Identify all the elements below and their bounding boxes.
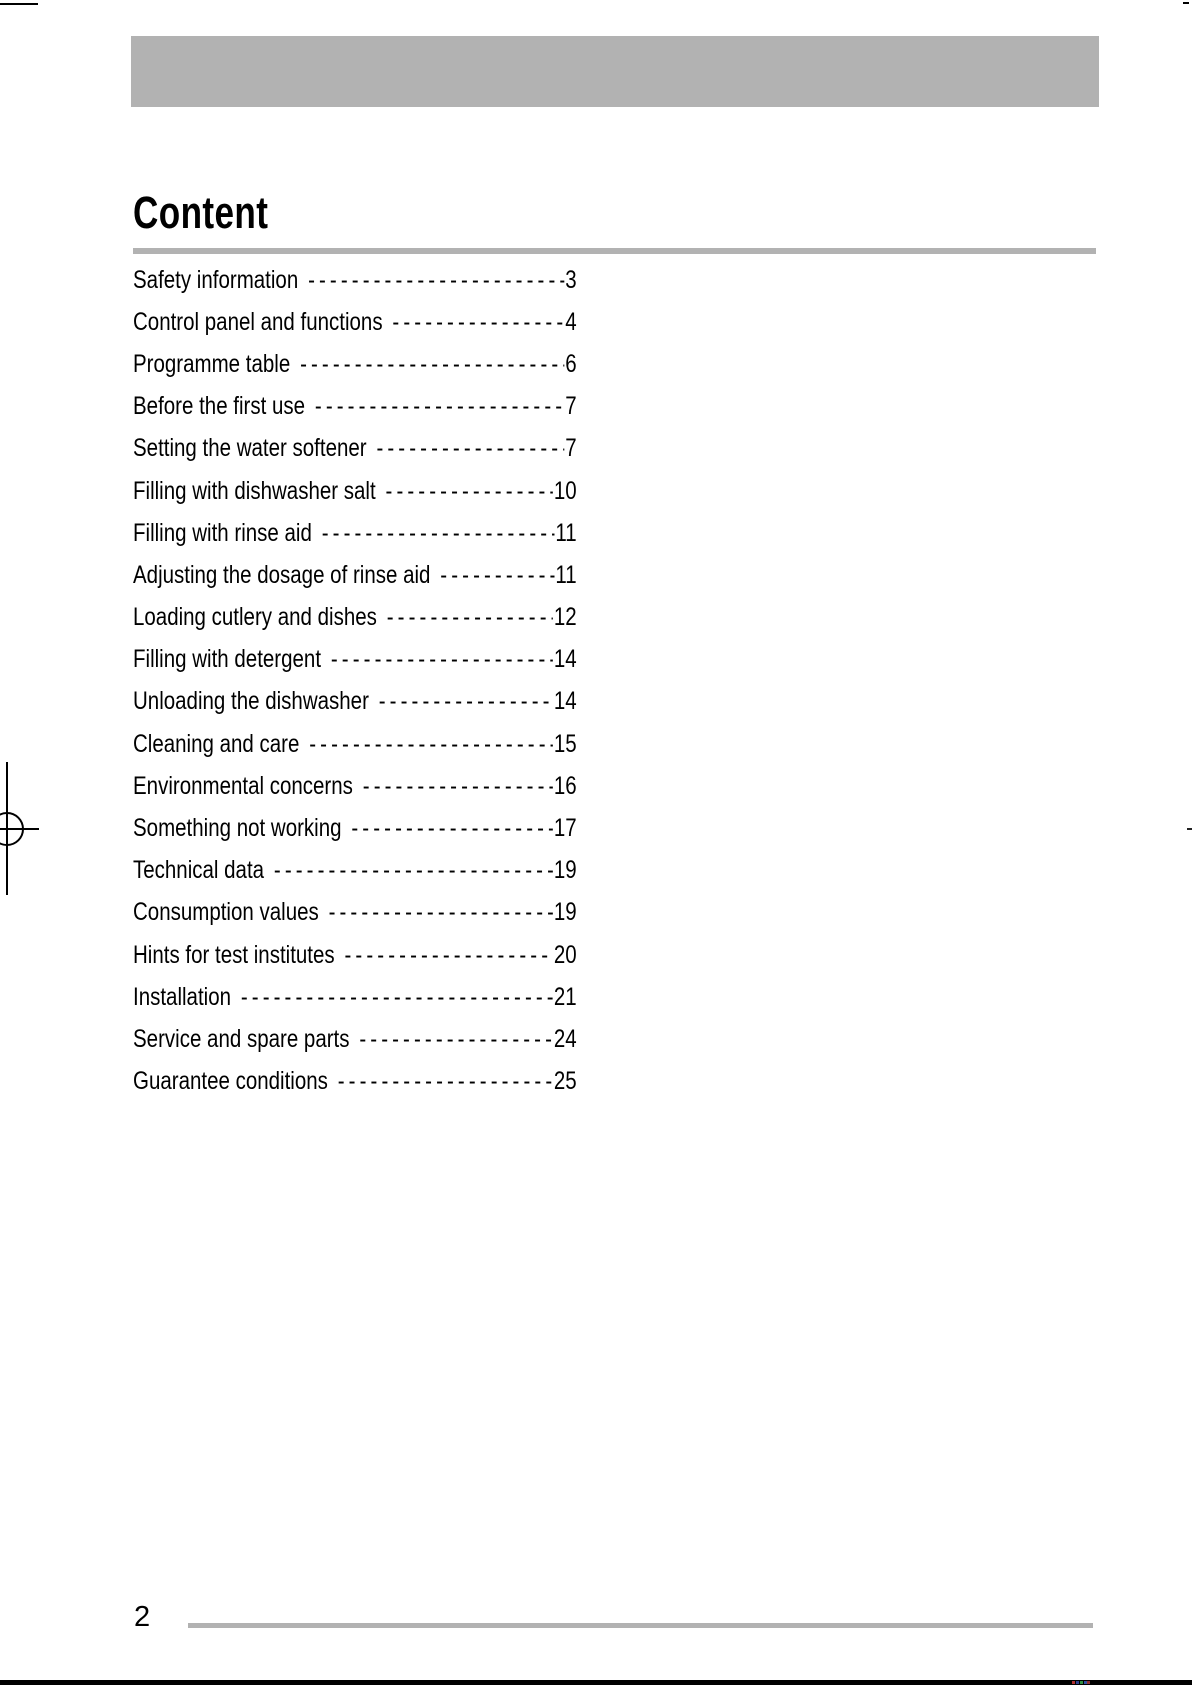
toc-entry-leader: ----------------------------------------…	[344, 940, 553, 969]
toc-entry-label: Environmental concerns	[133, 771, 353, 800]
toc-entry-page: 24	[553, 1024, 577, 1053]
color-calibration-dot	[1084, 1681, 1087, 1684]
registration-circle	[0, 812, 24, 846]
toc-row: Loading cutlery and dishes -------------…	[133, 597, 577, 639]
toc-entry-leader: ----------------------------------------…	[300, 349, 564, 378]
toc-entry-leader: ----------------------------------------…	[376, 434, 564, 463]
toc-entry-label: Safety information	[133, 265, 299, 294]
toc-row: Service and spare parts ----------------…	[133, 1018, 577, 1060]
toc-entry-leader: ----------------------------------------…	[378, 687, 553, 716]
toc-row: Filling with detergent -----------------…	[133, 639, 577, 681]
toc-entry-page: 19	[553, 856, 577, 885]
toc-entry-label: Installation	[133, 982, 232, 1011]
toc-entry-leader: ----------------------------------------…	[440, 560, 554, 589]
toc-entry-label: Before the first use	[133, 392, 306, 421]
toc-row: Something not working ------------------…	[133, 807, 577, 849]
toc-row: Environmental concerns -----------------…	[133, 765, 577, 807]
toc-entry-page: 15	[553, 729, 577, 758]
toc-entry-label: Technical data	[133, 856, 265, 885]
toc-entry-page: 7	[565, 434, 577, 463]
toc-row: Guarantee conditions -------------------…	[133, 1061, 577, 1103]
toc-entry-label: Filling with dishwasher salt	[133, 476, 376, 505]
toc-entry-label: Programme table	[133, 349, 291, 378]
color-calibration-dot	[1076, 1681, 1079, 1684]
toc-entry-leader: ----------------------------------------…	[351, 814, 553, 843]
toc-entry-page: 14	[553, 687, 577, 716]
toc-entry-page: 19	[553, 898, 577, 927]
toc-entry-page: 4	[565, 307, 577, 336]
toc-entry-leader: ----------------------------------------…	[308, 265, 564, 294]
toc-entry-label: Filling with rinse aid	[133, 518, 312, 547]
toc-entry-page: 11	[555, 560, 577, 589]
toc-entry-page: 7	[565, 392, 577, 421]
toc-entry-leader: ----------------------------------------…	[273, 856, 553, 885]
toc-entry-label: Hints for test institutes	[133, 940, 335, 969]
toc-entry-leader: ----------------------------------------…	[321, 518, 555, 547]
page-title: Content	[133, 187, 269, 238]
toc-entry-label: Control panel and functions	[133, 307, 383, 336]
title-rule	[133, 248, 1096, 254]
toc-entry-label: Service and spare parts	[133, 1024, 350, 1053]
toc-entry-label: Cleaning and care	[133, 729, 300, 758]
toc-entry-label: Loading cutlery and dishes	[133, 603, 377, 632]
page-number: 2	[134, 1601, 151, 1633]
toc-entry-page: 21	[553, 982, 577, 1011]
toc-entry-label: Adjusting the dosage of rinse aid	[133, 560, 431, 589]
toc-entry-leader: ----------------------------------------…	[385, 476, 553, 505]
toc-entry-page: 10	[553, 476, 577, 505]
toc-row: Safety information ---------------------…	[133, 259, 577, 301]
toc-row: Filling with rinse aid -----------------…	[133, 512, 577, 554]
toc-entry-leader: ----------------------------------------…	[330, 645, 553, 674]
toc-entry-label: Consumption values	[133, 898, 319, 927]
toc-row: Hints for test institutes --------------…	[133, 934, 577, 976]
crop-mark-top-right	[1183, 2, 1189, 4]
toc-row: Adjusting the dosage of rinse aid ------…	[133, 554, 577, 596]
toc-entry-leader: ----------------------------------------…	[328, 898, 553, 927]
color-calibration-dot	[1080, 1681, 1083, 1684]
footer-rule	[188, 1623, 1093, 1628]
toc-entry-leader: ----------------------------------------…	[362, 771, 553, 800]
edge-tick-right	[1187, 828, 1192, 830]
toc-entry-leader: ----------------------------------------…	[386, 603, 553, 632]
toc-entry-label: Unloading the dishwasher	[133, 687, 369, 716]
toc-row: Programme table ------------------------…	[133, 343, 577, 385]
toc-row: Filling with dishwasher salt -----------…	[133, 470, 577, 512]
toc-row: Setting the water softener -------------…	[133, 428, 577, 470]
toc-entry-page: 16	[553, 771, 577, 800]
registration-mark	[0, 760, 40, 900]
toc-entry-page: 3	[565, 265, 577, 294]
toc-row: Unloading the dishwasher ---------------…	[133, 681, 577, 723]
toc-entry-label: Setting the water softener	[133, 434, 367, 463]
toc-entry-label: Guarantee conditions	[133, 1067, 328, 1096]
toc-entry-leader: ----------------------------------------…	[392, 307, 564, 336]
crop-mark-top-left	[0, 3, 38, 5]
toc-entry-page: 12	[553, 603, 577, 632]
toc-row: Before the first use -------------------…	[133, 386, 577, 428]
toc-entry-leader: ----------------------------------------…	[314, 392, 564, 421]
toc-entry-label: Something not working	[133, 814, 342, 843]
color-calibration-dot	[1072, 1681, 1075, 1684]
toc-entry-page: 6	[565, 349, 577, 378]
toc-row: Control panel and functions ------------…	[133, 301, 577, 343]
color-calibration-dot	[1087, 1681, 1090, 1684]
toc-entry-leader: ----------------------------------------…	[309, 729, 553, 758]
bottom-edge-strip	[0, 1680, 1192, 1685]
toc-entry-page: 20	[553, 940, 577, 969]
toc-entry-page: 11	[555, 518, 577, 547]
toc-entry-leader: ----------------------------------------…	[240, 982, 553, 1011]
table-of-contents: Safety information ---------------------…	[133, 259, 577, 1103]
toc-entry-leader: ----------------------------------------…	[359, 1024, 553, 1053]
header-banner	[131, 36, 1099, 107]
toc-entry-page: 17	[553, 814, 577, 843]
toc-entry-page: 14	[553, 645, 577, 674]
toc-entry-leader: ----------------------------------------…	[337, 1067, 553, 1096]
toc-row: Technical data -------------------------…	[133, 850, 577, 892]
toc-row: Installation ---------------------------…	[133, 976, 577, 1018]
toc-row: Cleaning and care ----------------------…	[133, 723, 577, 765]
toc-row: Consumption values ---------------------…	[133, 892, 577, 934]
toc-entry-page: 25	[553, 1067, 577, 1096]
toc-entry-label: Filling with detergent	[133, 645, 322, 674]
